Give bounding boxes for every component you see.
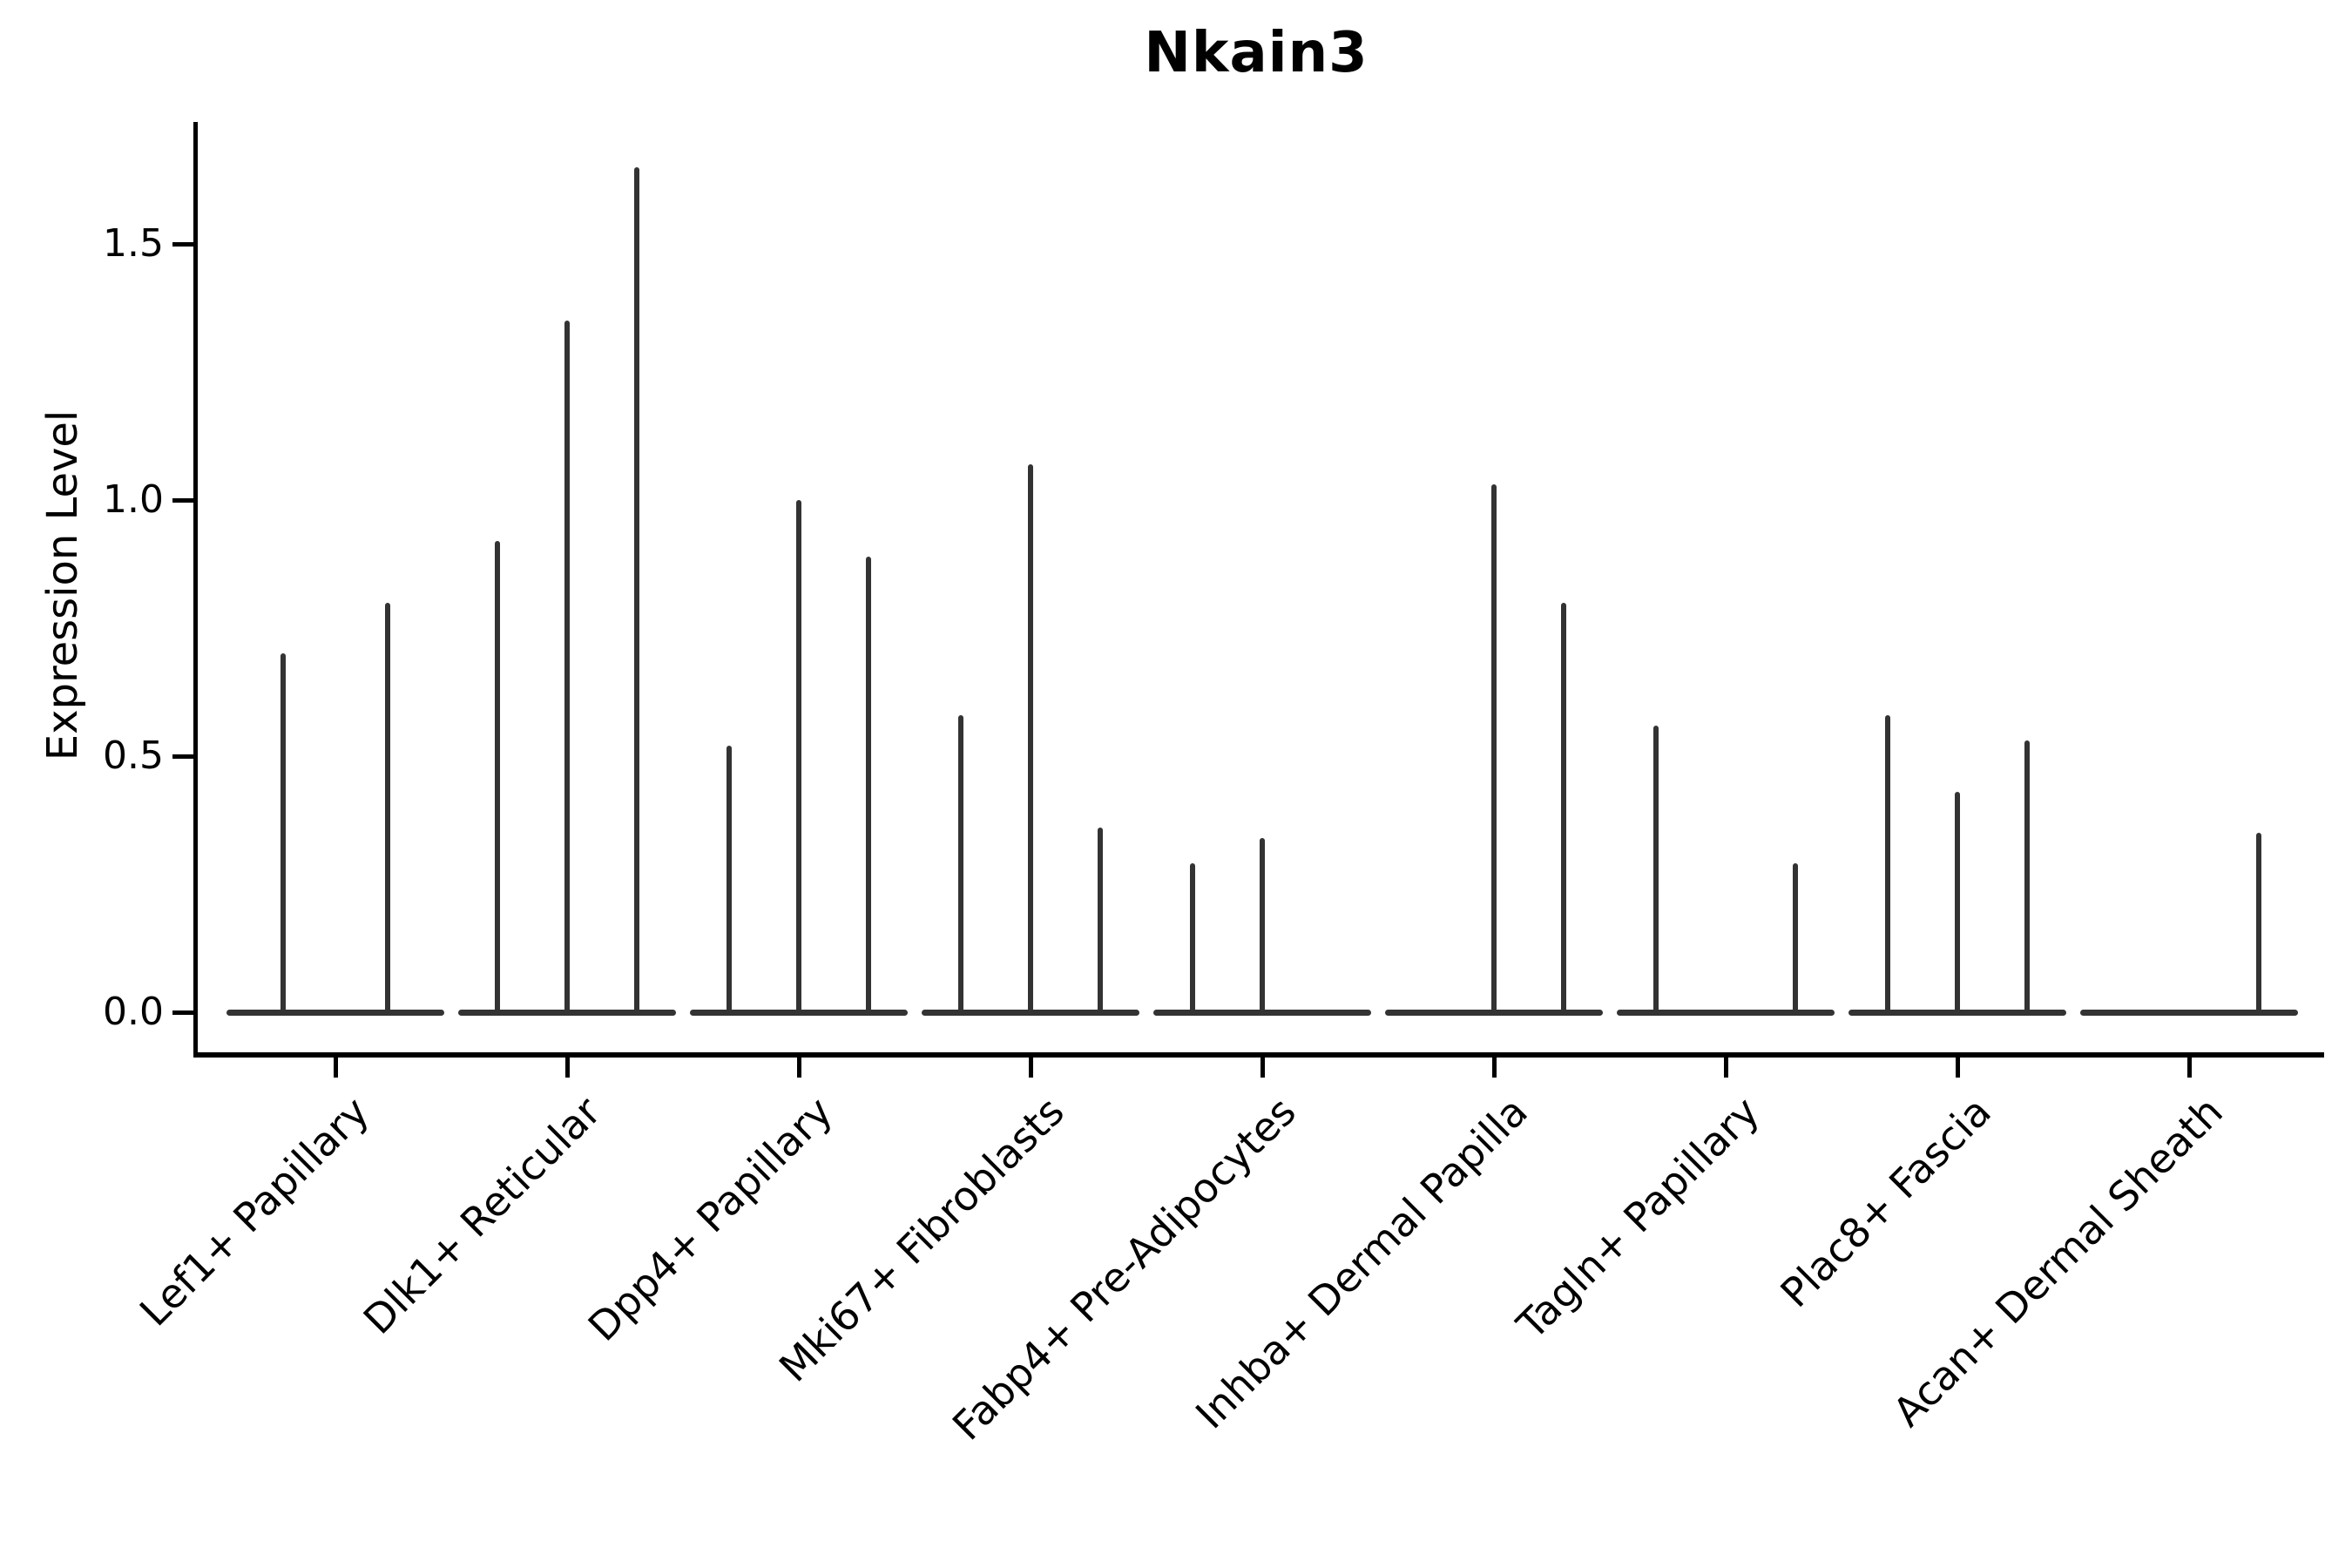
violin-spike: [2024, 740, 2030, 1012]
y-tick: [172, 1010, 193, 1015]
y-tick-label: 0.0: [103, 990, 164, 1034]
x-tick: [1956, 1057, 1960, 1078]
violin-spike: [1028, 464, 1033, 1012]
violin-baseline: [2080, 1010, 2298, 1016]
x-tick: [1260, 1057, 1265, 1078]
x-axis-spine: [193, 1052, 2324, 1058]
violin-spike: [958, 715, 963, 1012]
violin-baseline: [1617, 1010, 1835, 1016]
x-tick-label: Dlk1+ Reticular: [354, 1087, 610, 1343]
violin-spike: [385, 603, 390, 1012]
x-tick-label: Dpp4+ Papillary: [578, 1087, 841, 1350]
y-tick-label: 1.5: [103, 221, 164, 266]
x-tick: [1029, 1057, 1033, 1078]
x-tick-label: Mki67+ Fibroblasts: [769, 1087, 1073, 1391]
y-tick: [172, 242, 193, 247]
x-tick: [1724, 1057, 1728, 1078]
violin-spike: [866, 557, 871, 1012]
x-tick: [2187, 1057, 2192, 1078]
violin-spike: [1098, 828, 1103, 1012]
violin-baseline: [1385, 1010, 1603, 1016]
x-tick-label: Plac8+ Fascia: [1771, 1087, 2000, 1317]
violin-spike: [1885, 715, 1890, 1012]
y-tick: [172, 754, 193, 759]
x-tick: [797, 1057, 801, 1078]
x-tick-label: Lef1+ Papillary: [130, 1087, 378, 1335]
y-tick: [172, 498, 193, 503]
violin-spike: [1491, 484, 1497, 1012]
chart-title: Nkain3: [1144, 21, 1369, 85]
x-tick-label: Fabp4+ Pre-Adipocytes: [943, 1087, 1305, 1450]
violin-baseline: [458, 1010, 676, 1016]
x-tick: [334, 1057, 338, 1078]
violin-spike: [634, 167, 639, 1012]
violin-spike: [1793, 863, 1798, 1012]
violin-baseline: [690, 1010, 908, 1016]
violin-spike: [2256, 833, 2261, 1012]
violin-baseline: [1848, 1010, 2066, 1016]
violin-spike: [1190, 863, 1195, 1012]
y-axis-spine: [193, 122, 198, 1057]
x-tick: [1492, 1057, 1497, 1078]
violin-baseline: [922, 1010, 1139, 1016]
x-tick: [565, 1057, 570, 1078]
violin-spike: [1561, 603, 1566, 1012]
x-tick-label: Inhba+ Dermal Papilla: [1186, 1087, 1537, 1438]
x-tick-label: Tagln+ Papillary: [1507, 1087, 1768, 1348]
violin-baseline: [226, 1010, 444, 1016]
violin-spike: [1653, 726, 1659, 1012]
violin-spike: [495, 541, 500, 1012]
x-tick-label: Acan+ Dermal Sheath: [1883, 1087, 2232, 1436]
y-tick-label: 0.5: [103, 733, 164, 778]
y-tick-label: 1.0: [103, 477, 164, 522]
violin-spike: [727, 746, 732, 1012]
violin-spike: [796, 500, 801, 1012]
violin-spike: [280, 653, 286, 1012]
violin-spike: [1260, 838, 1265, 1012]
violin-spike: [1955, 792, 1960, 1012]
violin-spike: [564, 321, 570, 1012]
violin-baseline: [1153, 1010, 1371, 1016]
